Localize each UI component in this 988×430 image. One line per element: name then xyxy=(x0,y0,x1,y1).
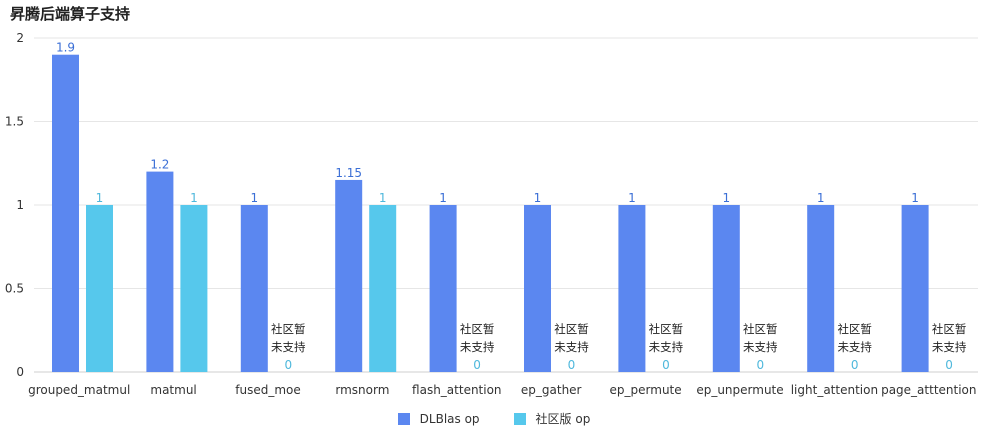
bar-community xyxy=(369,205,397,372)
bar-dlblas xyxy=(712,205,740,372)
value-label-dlblas: 1.15 xyxy=(335,166,362,180)
value-label-dlblas: 1 xyxy=(911,191,919,205)
bar-community xyxy=(86,205,113,372)
legend-label-dlblas: DLBlas op xyxy=(419,411,480,426)
legend: DLBlas op 社区版 op xyxy=(0,410,988,427)
value-label-community: 0 xyxy=(473,358,481,372)
legend-label-community: 社区版 op xyxy=(535,412,591,426)
bar-dlblas xyxy=(807,205,835,372)
y-tick-label: 0.5 xyxy=(5,282,24,296)
unsupported-note: 社区暂 xyxy=(932,322,967,336)
y-tick-label: 2 xyxy=(16,31,24,45)
unsupported-note: 未支持 xyxy=(271,340,306,354)
value-label-dlblas: 1.9 xyxy=(56,41,75,55)
unsupported-note: 社区暂 xyxy=(460,322,495,336)
x-category-label: grouped_matmul xyxy=(28,383,130,397)
bar-dlblas xyxy=(146,171,174,372)
bar-dlblas xyxy=(429,205,457,372)
x-category-label: fused_moe xyxy=(235,383,301,397)
value-label-community: 0 xyxy=(945,358,953,372)
unsupported-note: 社区暂 xyxy=(271,322,306,336)
value-label-dlblas: 1 xyxy=(250,191,258,205)
x-category-label: light_attention xyxy=(791,383,878,397)
value-label-community: 0 xyxy=(568,358,576,372)
unsupported-note: 未支持 xyxy=(554,340,589,354)
value-label-community: 0 xyxy=(284,358,292,372)
unsupported-note: 未支持 xyxy=(932,340,967,354)
x-category-label: ep_permute xyxy=(610,383,682,397)
unsupported-note: 未支持 xyxy=(649,340,684,354)
x-category-label: ep_gather xyxy=(521,383,582,397)
legend-swatch-dlblas xyxy=(397,412,410,425)
bar-dlblas xyxy=(524,205,551,372)
bar-dlblas xyxy=(335,179,363,372)
bar-dlblas xyxy=(240,205,268,372)
bar-dlblas xyxy=(618,205,646,372)
x-category-label: rmsnorm xyxy=(335,383,389,397)
x-category-label: matmul xyxy=(150,383,196,397)
y-tick-label: 0 xyxy=(16,365,24,379)
x-category-label: page_atttention xyxy=(881,383,976,397)
unsupported-note: 未支持 xyxy=(837,340,872,354)
value-label-community: 1 xyxy=(190,191,198,205)
bar-community xyxy=(180,205,208,372)
legend-swatch-community xyxy=(513,412,526,425)
unsupported-note: 社区暂 xyxy=(837,322,872,336)
legend-item-dlblas[interactable]: DLBlas op xyxy=(397,410,480,427)
bar-dlblas xyxy=(52,54,79,372)
y-tick-label: 1 xyxy=(16,198,24,212)
value-label-community: 1 xyxy=(379,191,387,205)
x-category-label: ep_unpermute xyxy=(696,383,783,397)
x-category-label: flash_attention xyxy=(412,383,502,397)
value-label-community: 1 xyxy=(96,191,104,205)
value-label-community: 0 xyxy=(756,358,764,372)
unsupported-note: 社区暂 xyxy=(554,322,589,336)
value-label-dlblas: 1 xyxy=(439,191,447,205)
y-tick-label: 1.5 xyxy=(5,115,24,129)
value-label-community: 0 xyxy=(851,358,859,372)
unsupported-note: 未支持 xyxy=(743,340,778,354)
unsupported-note: 社区暂 xyxy=(649,322,684,336)
value-label-dlblas: 1.2 xyxy=(150,158,169,172)
value-label-dlblas: 1 xyxy=(722,191,730,205)
value-label-dlblas: 1 xyxy=(534,191,542,205)
bar-dlblas xyxy=(901,205,929,372)
value-label-dlblas: 1 xyxy=(628,191,636,205)
unsupported-note: 未支持 xyxy=(460,340,495,354)
legend-item-community[interactable]: 社区版 op xyxy=(513,410,591,427)
unsupported-note: 社区暂 xyxy=(743,322,778,336)
chart-title: 昇腾后端算子支持 xyxy=(10,5,131,23)
value-label-dlblas: 1 xyxy=(817,191,825,205)
value-label-community: 0 xyxy=(662,358,670,372)
